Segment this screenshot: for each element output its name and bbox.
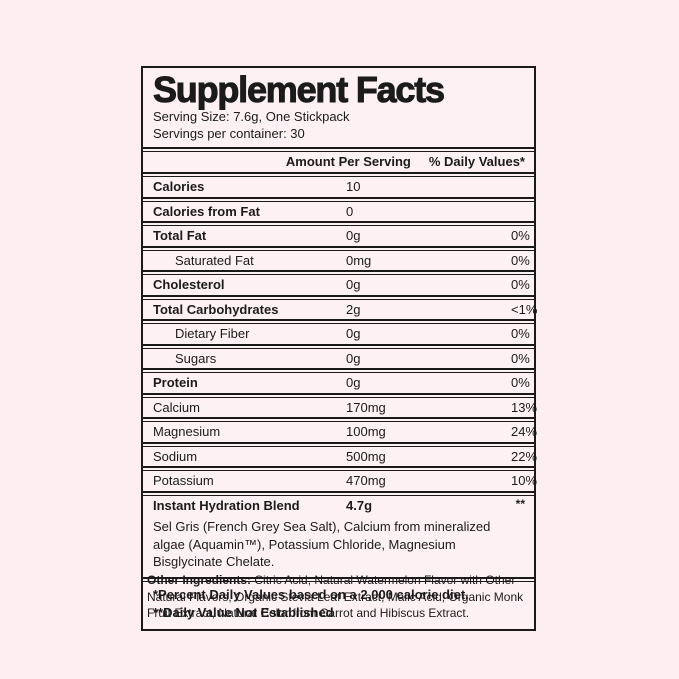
row-daily-value: 0% <box>511 277 530 292</box>
other-ingredients-text: Citric Acid, Natural Watermelon Flavor w… <box>147 573 524 620</box>
footnote-line: **Daily Value Not Established <box>153 605 334 620</box>
blend-row: Instant Hydration Blend 4.7g ** <box>143 496 534 517</box>
row-daily-value: <1% <box>511 301 538 317</box>
row-label: Cholesterol <box>153 277 225 292</box>
row-amount: 0 <box>346 203 354 219</box>
nutrient-row: Saturated Fat 0mg 0% <box>143 249 534 272</box>
nutrient-row: Total Fat 0g 0% <box>143 225 534 248</box>
row-amount: 0g <box>346 228 361 243</box>
title-block: Supplement Facts Serving Size: 7.6g, One… <box>143 68 534 149</box>
blend-daily-value: ** <box>515 496 525 511</box>
row-daily-value: 0% <box>511 350 530 366</box>
row-amount: 0g <box>346 375 361 390</box>
row-label: Total Fat <box>153 228 207 243</box>
row-amount: 0g <box>346 277 361 292</box>
nutrient-row: Sodium 500mg 22% <box>143 445 538 468</box>
nutrient-rows: Calories 10 Calories from Fat 0 Total Fa… <box>143 176 538 493</box>
serving-size: Serving Size: 7.6g, One Stickpack <box>153 109 350 124</box>
row-daily-value: 0% <box>511 228 530 243</box>
nutrient-row: Protein 0g 0% <box>143 372 534 395</box>
nutrient-row: Cholesterol 0g 0% <box>143 274 534 297</box>
row-daily-value: 22% <box>511 448 538 464</box>
row-label: Protein <box>153 375 198 390</box>
row-label: Calories from Fat <box>153 203 260 219</box>
row-daily-value: 13% <box>511 399 538 415</box>
nutrient-row: Calories from Fat 0 <box>143 200 534 223</box>
row-amount: 470mg <box>346 473 386 488</box>
blend-description: Sel Gris (French Grey Sea Salt), Calcium… <box>153 519 491 569</box>
row-amount: 0g <box>346 326 361 341</box>
other-ingredients: Other Ingredients: Citric Acid, Natural … <box>147 572 539 622</box>
row-amount: 100mg <box>346 424 386 439</box>
blend-amount: 4.7g <box>346 497 373 513</box>
row-label: Sodium <box>153 448 198 464</box>
row-label: Potassium <box>153 473 214 488</box>
row-amount: 0g <box>346 350 361 366</box>
footnote-box: *Percent Daily Values based on a 2,000 c… <box>143 580 534 629</box>
row-daily-value: 0% <box>511 252 530 268</box>
other-ingredients-label: Other Ingredients: <box>147 573 252 587</box>
blend-label: Instant Hydration Blend <box>153 497 300 513</box>
row-label: Saturated Fat <box>175 252 254 268</box>
row-amount: 0mg <box>346 252 372 268</box>
row-daily-value: 0% <box>511 375 530 390</box>
row-label: Sugars <box>175 350 217 366</box>
row-daily-value: 10% <box>511 473 538 488</box>
nutrient-row: Dietary Fiber 0g 0% <box>143 323 534 346</box>
servings-per-container: Servings per container: 30 <box>153 125 305 141</box>
supplement-facts-title: Supplement Facts <box>153 69 446 110</box>
nutrient-row: Total Carbohydrates 2g <1% <box>143 298 538 321</box>
daily-values-header: % Daily Values* <box>428 154 525 169</box>
row-label: Calories <box>153 179 205 194</box>
row-label: Calcium <box>153 399 200 415</box>
nutrient-row: Magnesium 100mg 24% <box>143 421 538 444</box>
row-label: Dietary Fiber <box>175 326 250 341</box>
nutrient-row: Calcium 170mg 13% <box>143 396 538 419</box>
row-amount: 10 <box>346 179 361 194</box>
nutrient-row: Calories 10 <box>143 176 534 199</box>
column-header-row: Amount Per Serving % Daily Values* <box>143 151 534 174</box>
row-amount: 2g <box>346 301 361 317</box>
row-amount: 170mg <box>346 399 386 415</box>
supplement-facts-panel: Supplement Facts Serving Size: 7.6g, One… <box>141 66 538 631</box>
row-amount: 500mg <box>346 448 386 464</box>
row-daily-value: 0% <box>511 326 530 341</box>
row-label: Total Carbohydrates <box>153 301 279 317</box>
footnote-line: *Percent Daily Values based on a 2,000 c… <box>153 586 469 602</box>
nutrient-row: Potassium 470mg 10% <box>143 470 538 493</box>
row-daily-value: 24% <box>511 424 538 439</box>
amount-per-serving-header: Amount Per Serving <box>285 154 411 169</box>
row-label: Magnesium <box>153 424 221 439</box>
nutrient-row: Sugars 0g 0% <box>143 347 534 370</box>
blend-box: Instant Hydration Blend 4.7g ** Sel Gris… <box>143 494 534 579</box>
